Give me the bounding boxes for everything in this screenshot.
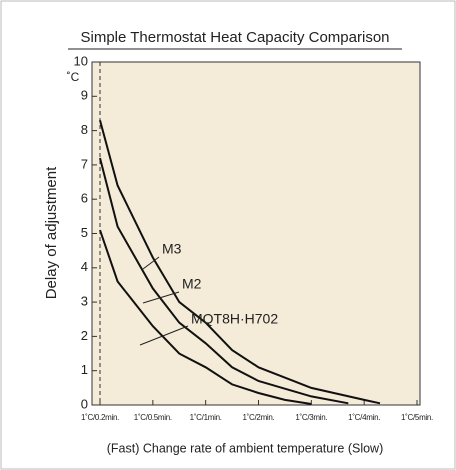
leader bbox=[142, 256, 160, 270]
x-tick-label: 1˚C/1min. bbox=[190, 413, 222, 422]
y-tick-label: 6 bbox=[81, 191, 88, 206]
y-tick-label: 7 bbox=[81, 156, 88, 171]
y-tick-label: 1 bbox=[81, 362, 88, 377]
x-tick-label: 1˚C/5min. bbox=[401, 413, 433, 422]
leader bbox=[139, 325, 189, 346]
y-tick-label: 9 bbox=[81, 88, 88, 103]
chart-title: Simple Thermostat Heat Capacity Comparis… bbox=[80, 29, 389, 46]
y-tick-label: 2 bbox=[81, 328, 88, 343]
x-tick-label: 1˚C/0.5min. bbox=[134, 413, 172, 422]
y-tick-label: 0 bbox=[81, 396, 88, 411]
x-axis-label: (Fast) Change rate of ambient temperatur… bbox=[107, 441, 384, 455]
y-tick-label: 8 bbox=[81, 122, 88, 137]
y-tick-label: 4 bbox=[81, 259, 88, 274]
plot-area bbox=[91, 61, 421, 406]
y-tick-label: 5 bbox=[81, 225, 88, 240]
x-tick-label: 1˚C/2min. bbox=[243, 413, 275, 422]
y-axis-label: Delay of adjustment bbox=[43, 166, 60, 299]
leader bbox=[142, 291, 180, 304]
series-label: M3 bbox=[162, 241, 182, 257]
series-label: M2 bbox=[182, 276, 202, 292]
curve bbox=[99, 157, 349, 405]
curve bbox=[99, 229, 312, 405]
y-tick-label: 3 bbox=[81, 294, 88, 309]
x-tick-label: 1˚C/0.2min. bbox=[81, 413, 119, 422]
series-label: MQT8H·H702 bbox=[191, 311, 278, 327]
x-tick-label: 1˚C/3min. bbox=[295, 413, 327, 422]
curve bbox=[99, 120, 381, 405]
plot: 0 1 2 3 4 5 6 7 8 9 10 1˚C/0.2min. 1˚C/0.5min. 1˚C/1m… bbox=[74, 53, 434, 422]
y-unit: ˚C bbox=[67, 70, 80, 84]
x-tick-label: 1˚C/4min. bbox=[348, 413, 380, 422]
y-tick-label: 10 bbox=[74, 53, 88, 68]
